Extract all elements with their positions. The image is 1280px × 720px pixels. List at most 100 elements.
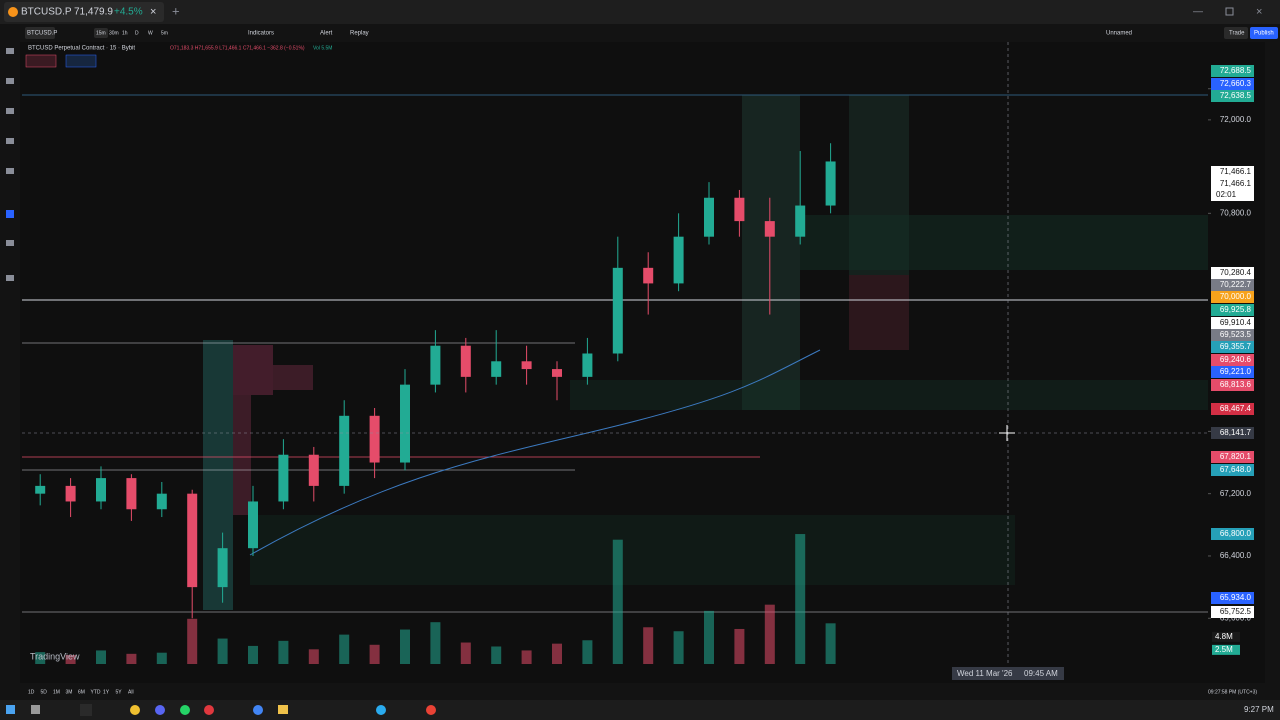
sell-button[interactable]: [25, 54, 57, 68]
trade-button-bg[interactable]: [1224, 27, 1248, 39]
volume-tick-label: 2.5M: [1215, 645, 1233, 654]
price-badge: [1211, 65, 1254, 77]
y-tick-label: 67,200.0: [1220, 489, 1252, 498]
volume-bar: [552, 643, 562, 664]
volume-bar: [673, 631, 684, 664]
tab-close[interactable]: ×: [150, 6, 156, 18]
candle-body: [430, 345, 441, 385]
price-badge-label: 68,467.4: [1220, 404, 1252, 413]
app-icon[interactable]: [180, 705, 190, 715]
app-icon[interactable]: [376, 705, 386, 715]
price-badge-label: 65,934.0: [1220, 593, 1252, 602]
price-badge-label: 69,221.0: [1220, 367, 1252, 376]
volume-bar: [612, 539, 623, 664]
volume-bar: [521, 650, 532, 664]
replay-button[interactable]: Replay: [350, 31, 369, 37]
price-badge-label: 71,466.1: [1220, 179, 1252, 188]
candle-body: [156, 493, 167, 510]
range-button[interactable]: 6M: [78, 689, 85, 695]
app-icon[interactable]: [426, 705, 436, 715]
price-badge-label: 70,000.0: [1220, 292, 1252, 301]
volume-bar: [400, 629, 410, 664]
alert-button[interactable]: Alert: [320, 31, 333, 37]
range-button[interactable]: 1M: [53, 689, 60, 695]
volume-bar: [308, 649, 319, 664]
price-badge: [1211, 329, 1254, 341]
volume-bar: [430, 622, 441, 664]
tool[interactable]: [6, 78, 14, 84]
range-button[interactable]: YTD: [91, 689, 101, 695]
crosshair-time: 09:45 AM: [1024, 669, 1058, 678]
tool[interactable]: [6, 108, 14, 114]
candle-body: [369, 415, 380, 463]
range-button[interactable]: 3M: [66, 689, 73, 695]
tool[interactable]: [6, 275, 14, 281]
zone: [742, 95, 800, 410]
taskbar-icons: [6, 704, 436, 716]
interval-button[interactable]: 5m: [161, 30, 168, 36]
interval-button[interactable]: D: [135, 30, 139, 36]
volume-profile: [273, 365, 313, 390]
price-badge: [1211, 528, 1254, 540]
price-badge: [1211, 451, 1254, 463]
app-icon[interactable]: [80, 704, 92, 716]
tool[interactable]: [6, 240, 14, 246]
app-icon[interactable]: [155, 705, 165, 715]
start-button[interactable]: [6, 705, 15, 714]
app-icon[interactable]: [253, 705, 263, 715]
range-button[interactable]: 1D: [28, 689, 35, 695]
publish-button-bg[interactable]: [1250, 27, 1278, 39]
new-tab[interactable]: +: [172, 3, 180, 18]
app-icon[interactable]: [278, 705, 288, 714]
interval-button[interactable]: 15m: [96, 30, 106, 36]
price-axis: [1208, 42, 1265, 665]
price-badge-label: 67,820.1: [1220, 452, 1252, 461]
layout-name[interactable]: Unnamed: [1106, 31, 1132, 37]
tab-symbol: BTCUSD.P: [21, 7, 72, 18]
indicators-button[interactable]: Indicators: [248, 31, 274, 37]
tab[interactable]: [4, 2, 164, 22]
interval-button[interactable]: 1h: [122, 30, 128, 36]
minimize[interactable]: —: [1193, 7, 1203, 18]
zone: [800, 215, 1208, 270]
interval-button[interactable]: W: [148, 30, 153, 36]
price-badge-label: 72,688.5: [1220, 66, 1252, 75]
tool[interactable]: [6, 168, 14, 174]
zone: [570, 380, 1208, 410]
axis-group: 72,400.072,000.070,800.068,000.067,200.0…: [1208, 65, 1254, 655]
price-badge: [1211, 178, 1254, 190]
tool[interactable]: [6, 48, 14, 54]
tool[interactable]: [6, 210, 14, 218]
price-badge-label: 65,752.5: [1220, 607, 1252, 616]
candle-body: [400, 384, 410, 463]
taskbar-time: 9:27 PM: [1244, 705, 1274, 714]
app-icon[interactable]: [204, 705, 214, 715]
price-badge-label: 67,648.0: [1220, 465, 1252, 474]
publish-button[interactable]: Publish: [1254, 31, 1274, 37]
range-button[interactable]: 1Y: [103, 689, 110, 695]
candle-body: [734, 197, 745, 222]
trade-button[interactable]: Trade: [1229, 31, 1245, 37]
interval-button[interactable]: 30m: [109, 30, 119, 36]
symbol-search[interactable]: [25, 27, 55, 39]
volume-bar: [491, 646, 502, 664]
price-badge-label: 02:01: [1216, 190, 1237, 199]
window-close[interactable]: ×: [1256, 6, 1262, 18]
app-icon[interactable]: [130, 705, 140, 715]
maximize[interactable]: [1225, 7, 1234, 16]
candle-body: [764, 221, 775, 237]
price-badge-label: 72,638.5: [1220, 91, 1252, 100]
range-button[interactable]: All: [128, 689, 134, 695]
search-button[interactable]: [31, 705, 40, 714]
candle-body: [673, 236, 684, 284]
y-tick-label: 66,400.0: [1220, 551, 1252, 560]
range-button[interactable]: 5D: [41, 689, 48, 695]
range-button[interactable]: 5Y: [116, 689, 123, 695]
tool[interactable]: [6, 138, 14, 144]
crosshair-time-bg: [952, 667, 1064, 680]
buy-button[interactable]: [65, 54, 97, 68]
candle-body: [521, 361, 532, 370]
volume-bar: [764, 604, 775, 664]
price-badge: [1211, 291, 1254, 303]
